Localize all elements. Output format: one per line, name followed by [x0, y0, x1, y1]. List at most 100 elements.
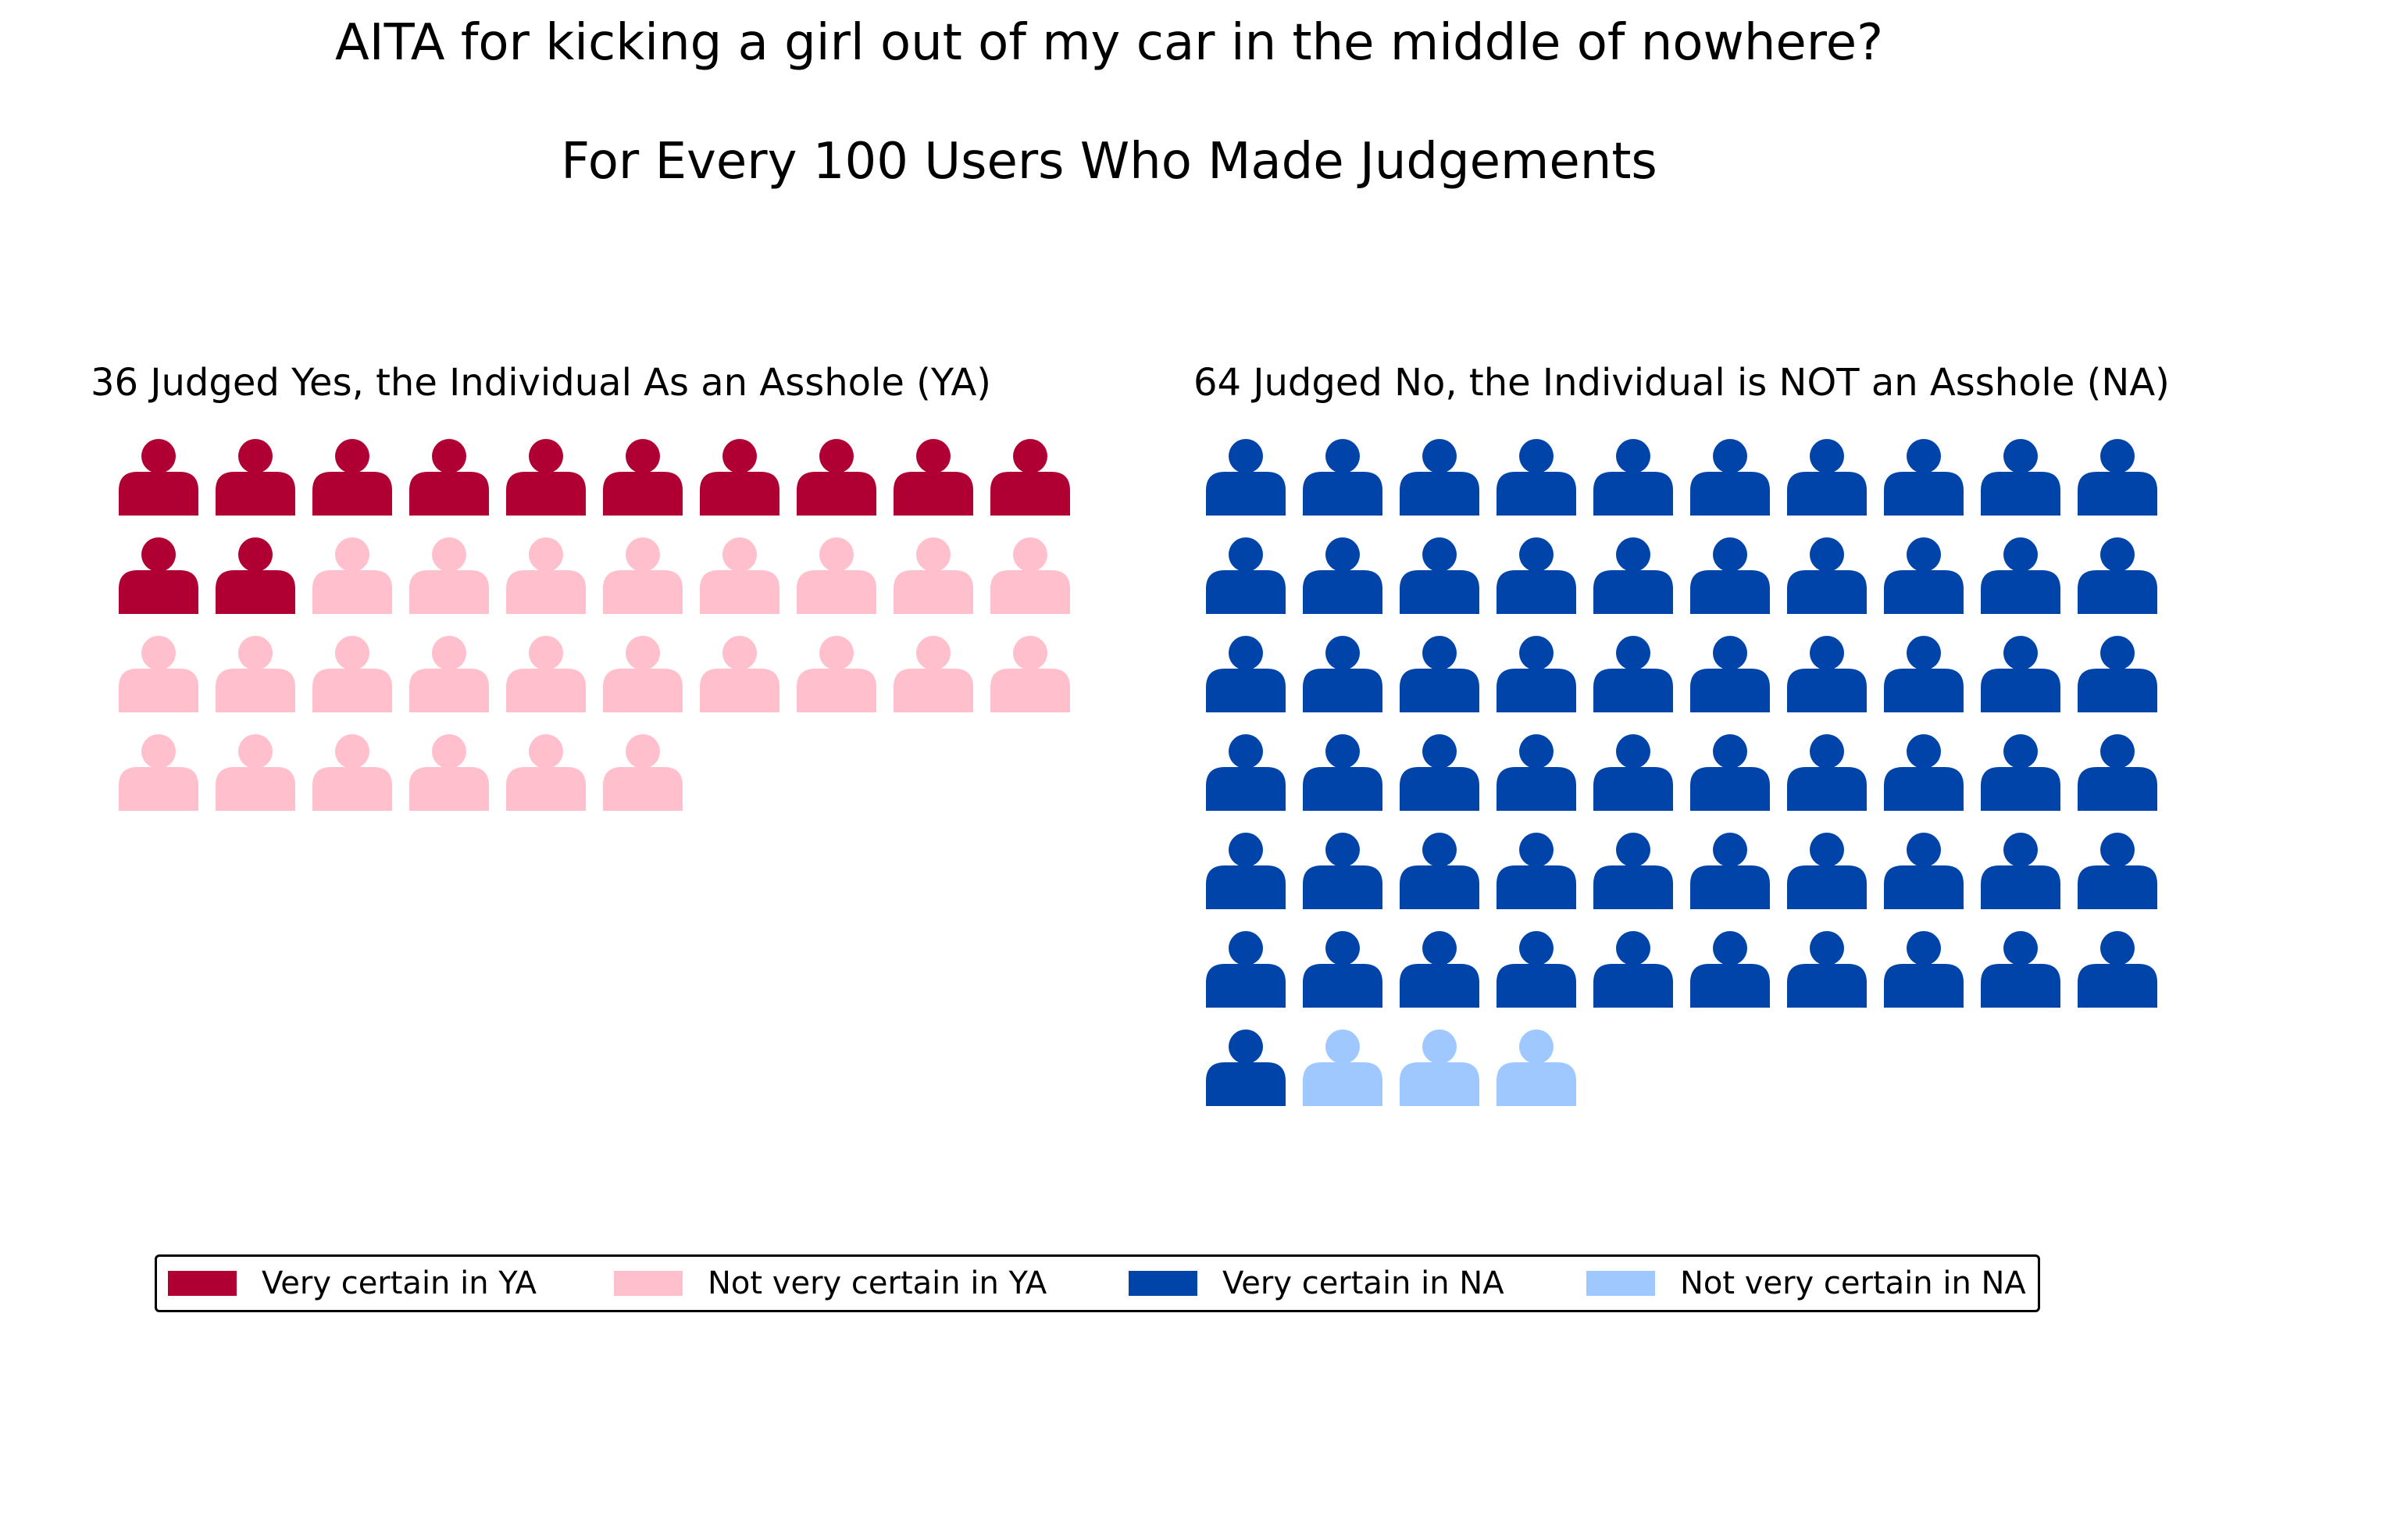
- person-icon: [1497, 636, 1576, 712]
- person-icon: [1593, 636, 1673, 712]
- person-icon: [1884, 537, 1964, 614]
- person-icon: [2078, 833, 2157, 909]
- person-icon: [506, 439, 586, 516]
- person-icon: [603, 734, 683, 811]
- person-icon: [894, 439, 973, 516]
- person-icon: [603, 636, 683, 712]
- person-icon: [894, 537, 973, 614]
- person-icon: [1400, 833, 1479, 909]
- legend-swatch: [1129, 1271, 1197, 1296]
- person-icon: [216, 734, 295, 811]
- person-icon: [1497, 537, 1576, 614]
- panel-title-na: 64 Judged No, the Individual is NOT an A…: [1193, 361, 2170, 405]
- person-icon: [1593, 833, 1673, 909]
- person-icon: [1497, 833, 1576, 909]
- person-icon: [1206, 636, 1286, 712]
- person-icon: [1400, 931, 1479, 1008]
- person-icon: [1981, 734, 2060, 811]
- legend-item-very-certain-na: Very certain in NA: [1129, 1257, 1504, 1310]
- person-icon: [312, 636, 392, 712]
- person-icon: [1690, 734, 1770, 811]
- person-icon: [1884, 931, 1964, 1008]
- person-icon: [2078, 734, 2157, 811]
- waffle-panel-na: [1206, 439, 2157, 1106]
- person-icon: [1206, 1029, 1286, 1106]
- person-icon: [1884, 439, 1964, 516]
- person-icon: [119, 636, 198, 712]
- person-icon: [1690, 439, 1770, 516]
- legend-label: Very certain in NA: [1222, 1265, 1504, 1301]
- person-icon: [119, 439, 198, 516]
- person-icon: [1206, 537, 1286, 614]
- person-icon: [1787, 931, 1867, 1008]
- person-icon: [1497, 1029, 1576, 1106]
- person-icon: [1303, 931, 1382, 1008]
- person-icon: [1303, 636, 1382, 712]
- person-icon: [1497, 734, 1576, 811]
- person-icon: [409, 537, 489, 614]
- legend-swatch: [1586, 1271, 1655, 1296]
- person-icon: [1400, 734, 1479, 811]
- person-icon: [797, 439, 876, 516]
- person-icon: [1981, 636, 2060, 712]
- person-icon: [1884, 734, 1964, 811]
- person-icon: [1303, 1029, 1382, 1106]
- person-icon: [700, 537, 779, 614]
- person-icon: [119, 537, 198, 614]
- chart-subtitle: For Every 100 Users Who Made Judgements: [561, 133, 1657, 191]
- legend-item-not-very-certain-na: Not very certain in NA: [1586, 1257, 2026, 1310]
- person-icon: [1400, 1029, 1479, 1106]
- person-icon: [409, 734, 489, 811]
- person-icon: [797, 537, 876, 614]
- legend-label: Not very certain in NA: [1680, 1265, 2026, 1301]
- person-icon: [312, 537, 392, 614]
- person-icon: [1400, 636, 1479, 712]
- person-icon: [2078, 636, 2157, 712]
- person-icon: [1690, 537, 1770, 614]
- person-icon: [1787, 439, 1867, 516]
- panel-title-ya: 36 Judged Yes, the Individual As an Assh…: [91, 361, 992, 405]
- person-icon: [1497, 931, 1576, 1008]
- person-icon: [1400, 537, 1479, 614]
- legend-swatch: [168, 1271, 237, 1296]
- person-icon: [990, 537, 1070, 614]
- legend-item-very-certain-ya: Very certain in YA: [168, 1257, 537, 1310]
- person-icon: [506, 734, 586, 811]
- person-icon: [312, 439, 392, 516]
- person-icon: [1497, 439, 1576, 516]
- legend-item-not-very-certain-ya: Not very certain in YA: [614, 1257, 1047, 1310]
- person-icon: [1787, 636, 1867, 712]
- person-icon: [1303, 439, 1382, 516]
- legend-label: Not very certain in YA: [708, 1265, 1047, 1301]
- person-icon: [2078, 931, 2157, 1008]
- person-icon: [603, 439, 683, 516]
- person-icon: [700, 636, 779, 712]
- person-icon: [409, 439, 489, 516]
- person-icon: [1303, 734, 1382, 811]
- person-icon: [1787, 833, 1867, 909]
- person-icon: [990, 636, 1070, 712]
- person-icon: [2078, 537, 2157, 614]
- person-icon: [1593, 734, 1673, 811]
- person-icon: [216, 636, 295, 712]
- person-icon: [1690, 833, 1770, 909]
- person-icon: [603, 537, 683, 614]
- person-icon: [1593, 931, 1673, 1008]
- person-icon: [506, 537, 586, 614]
- person-icon: [216, 537, 295, 614]
- waffle-panel-ya: [119, 439, 1070, 811]
- person-icon: [1690, 931, 1770, 1008]
- person-icon: [797, 636, 876, 712]
- person-icon: [1981, 833, 2060, 909]
- person-icon: [1690, 636, 1770, 712]
- person-icon: [990, 439, 1070, 516]
- person-icon: [119, 734, 198, 811]
- person-icon: [1981, 537, 2060, 614]
- person-icon: [1884, 636, 1964, 712]
- person-icon: [1981, 931, 2060, 1008]
- person-icon: [1303, 537, 1382, 614]
- legend: Very certain in YA Not very certain in Y…: [155, 1254, 2040, 1312]
- person-icon: [506, 636, 586, 712]
- person-icon: [2078, 439, 2157, 516]
- person-icon: [700, 439, 779, 516]
